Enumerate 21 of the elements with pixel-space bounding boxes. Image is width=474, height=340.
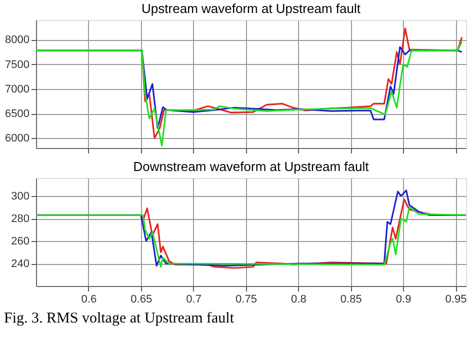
x-tick-label: 0.65	[130, 294, 152, 306]
caption: Fig. 3. RMS voltage at Upstream fault	[4, 310, 235, 326]
y-tick-label: 280	[11, 213, 30, 225]
y-tick-label: 260	[11, 236, 30, 248]
x-tick-label: 0.9	[396, 294, 412, 306]
line-series	[36, 40, 463, 146]
y-tick-label: 240	[11, 258, 30, 270]
x-tick-label: 0.85	[340, 294, 362, 306]
x-tick-label: 0.7	[186, 294, 202, 306]
y-tick-label: 8000	[5, 34, 30, 46]
x-tick-label: 0.6	[81, 294, 97, 306]
y-tick-label: 6000	[5, 132, 30, 145]
chart-title: Downstream waveform at Upstream fault	[133, 159, 370, 174]
x-tick-label: 0.8	[291, 294, 306, 306]
y-tick-label: 7500	[5, 58, 30, 71]
x-tick-label: 0.75	[236, 294, 257, 306]
y-tick-label: 7000	[5, 83, 30, 96]
x-tick-label: 0.95	[445, 294, 467, 306]
y-tick-label: 6500	[5, 108, 30, 120]
y-tick-label: 300	[11, 190, 30, 202]
chart-title: Upstream waveform at Upstream fault	[142, 1, 361, 16]
